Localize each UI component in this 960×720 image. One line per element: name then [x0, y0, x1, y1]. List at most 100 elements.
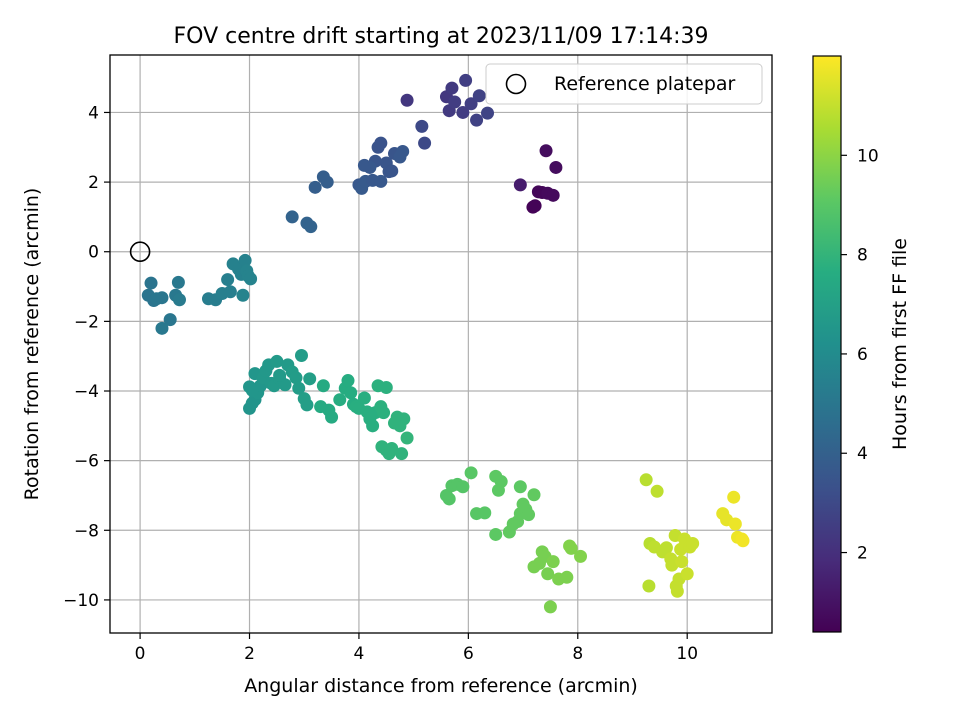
scatter-point [494, 475, 508, 489]
scatter-points [141, 73, 750, 614]
scatter-point [292, 381, 306, 395]
colorbar-tick-label: 10 [857, 146, 879, 166]
scatter-point [456, 480, 470, 494]
legend-box [485, 63, 763, 105]
scatter-point [686, 537, 700, 551]
scatter-point [385, 441, 399, 455]
scatter-point [172, 293, 186, 307]
scatter-point [560, 570, 574, 584]
scatter-point [379, 381, 393, 395]
scatter-point [221, 273, 235, 287]
scatter-point [289, 371, 303, 385]
scatter-point [155, 291, 169, 305]
scatter-point [270, 354, 284, 368]
y-tick-label: −6 [74, 452, 99, 472]
grid-lines [110, 55, 772, 633]
colorbar-gradient [812, 55, 842, 633]
scatter-point [539, 144, 553, 158]
scatter-point [527, 488, 541, 502]
scatter-point [325, 410, 339, 424]
scatter-point [448, 95, 462, 109]
scatter-point [470, 113, 484, 127]
scatter-point [374, 136, 388, 150]
scatter-point [442, 492, 456, 506]
plot-frame [109, 54, 773, 634]
scatter-point [564, 541, 578, 555]
scatter-point [155, 321, 169, 335]
scatter-point [464, 97, 478, 111]
y-tick-label: −8 [74, 521, 99, 541]
scatter-point [728, 517, 742, 531]
scatter-point [300, 398, 314, 412]
x-tick-label: 8 [572, 644, 583, 664]
scatter-point [304, 220, 318, 234]
scatter-point [395, 447, 409, 461]
scatter-point [238, 253, 252, 267]
x-tick-label: 0 [135, 644, 146, 664]
x-tick-label: 4 [354, 644, 365, 664]
scatter-point [341, 374, 355, 388]
scatter-point [456, 105, 470, 119]
scatter-point [513, 480, 527, 494]
scatter-point [400, 431, 414, 445]
scatter-point [478, 506, 492, 520]
scatter-point [303, 372, 317, 386]
scatter-point [316, 379, 330, 393]
scatter-point [459, 73, 473, 87]
x-tick-label: 10 [676, 644, 698, 664]
colorbar: 2 4 6 8 10 Hours from first FF file [812, 55, 911, 633]
legend: Reference platepar [485, 63, 763, 105]
scatter-point [236, 288, 250, 302]
colorbar-tick-label: 4 [857, 444, 868, 464]
colorbar-label: Hours from first FF file [889, 238, 911, 450]
scatter-point [294, 348, 308, 362]
scatter-point [639, 473, 653, 487]
scatter-point [415, 119, 429, 133]
scatter-point [357, 158, 371, 172]
scatter-point [541, 567, 555, 581]
scatter-point [171, 275, 185, 289]
colorbar-tick-label: 6 [857, 345, 868, 365]
scatter-point [223, 285, 237, 299]
scatter-point [333, 393, 347, 407]
scatter-point [489, 527, 503, 541]
scatter-point [543, 600, 557, 614]
scatter-point [285, 210, 299, 224]
x-tick-label: 6 [463, 644, 474, 664]
scatter-point [650, 484, 664, 498]
scatter-point [574, 549, 588, 563]
scatter-point [445, 81, 459, 95]
scatter-point [366, 419, 380, 433]
colorbar-tick-label: 8 [857, 246, 868, 266]
scatter-point [308, 180, 322, 194]
y-axis-label: Rotation from reference (arcmin) [21, 188, 43, 501]
scatter-point [513, 178, 527, 192]
scatter-point [244, 272, 258, 286]
scatter-point [659, 541, 673, 555]
chart-title: FOV centre drift starting at 2023/11/09 … [174, 24, 709, 49]
colorbar-ticks: 2 4 6 8 10 [841, 146, 879, 564]
x-axis-label: Angular distance from reference (arcmin) [244, 675, 638, 697]
scatter-point [472, 89, 486, 103]
scatter-point [357, 391, 371, 405]
scatter-point [400, 93, 414, 107]
scatter-point [387, 416, 401, 430]
y-tick-label: 0 [88, 243, 99, 263]
scatter-point [374, 174, 388, 188]
scatter-point [522, 508, 536, 522]
legend-open-circle-marker [505, 73, 527, 95]
y-axis-ticks: −10 −8 −6 −4 −2 0 2 4 [63, 103, 110, 611]
y-tick-label: 2 [88, 173, 99, 193]
scatter-point [680, 567, 694, 581]
y-tick-label: −10 [63, 591, 99, 611]
scatter-point [245, 383, 259, 397]
scatter-point [675, 555, 689, 569]
scatter-point [546, 555, 560, 569]
scatter-point [385, 164, 399, 178]
scatter-point [727, 490, 741, 504]
y-tick-label: −4 [74, 382, 99, 402]
scatter-point [670, 584, 684, 598]
x-axis-ticks: 0 2 4 6 8 10 [135, 633, 698, 664]
scatter-point [320, 175, 334, 189]
